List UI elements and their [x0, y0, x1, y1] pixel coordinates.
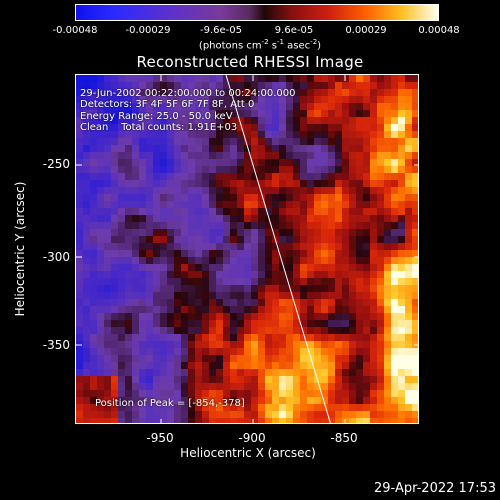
colorbar-tick: -9.6e-05 [200, 25, 242, 36]
y-tick-label: -350 [42, 338, 70, 352]
plot-title: Reconstructed RHESSI Image [136, 53, 364, 71]
colorbar-tick: 0.00029 [345, 25, 387, 36]
peak-position: Position of Peak = [-854,-378] [95, 398, 245, 409]
colorbar-tick: 0.00048 [418, 25, 460, 36]
y-axis-label: Heliocentric Y (arcsec) [13, 181, 27, 317]
info-energy-range: Energy Range: 25.0 - 50.0 keV [80, 111, 233, 122]
y-tick-label: -300 [42, 250, 70, 264]
rhessi-image [75, 74, 419, 424]
x-tick-label: -950 [146, 431, 174, 445]
colorbar-tick: -0.00048 [52, 25, 98, 36]
colorbar-tick: 9.6e-05 [274, 25, 314, 36]
colorbar-units: (photons cm-2 s-1 asec-2) [198, 38, 322, 52]
heatmap [76, 75, 418, 423]
solar-limb-line [225, 75, 331, 423]
timestamp: 29-Apr-2022 17:53 [374, 481, 496, 496]
colorbar-tick: -0.00029 [125, 25, 171, 36]
x-tick-label: -850 [330, 431, 358, 445]
info-detectors: Detectors: 3F 4F 5F 6F 7F 8F, Att 0 [80, 99, 255, 110]
x-axis-label: Heliocentric X (arcsec) [180, 446, 316, 460]
colorbar [75, 4, 439, 21]
x-tick-label: -900 [238, 431, 266, 445]
y-tick-label: -250 [42, 157, 70, 171]
info-counts: Clean Total counts: 1.91E+03 [80, 122, 238, 133]
info-time-range: 29-Jun-2002 00:22:00.000 to 00:24:00.000 [80, 88, 296, 99]
